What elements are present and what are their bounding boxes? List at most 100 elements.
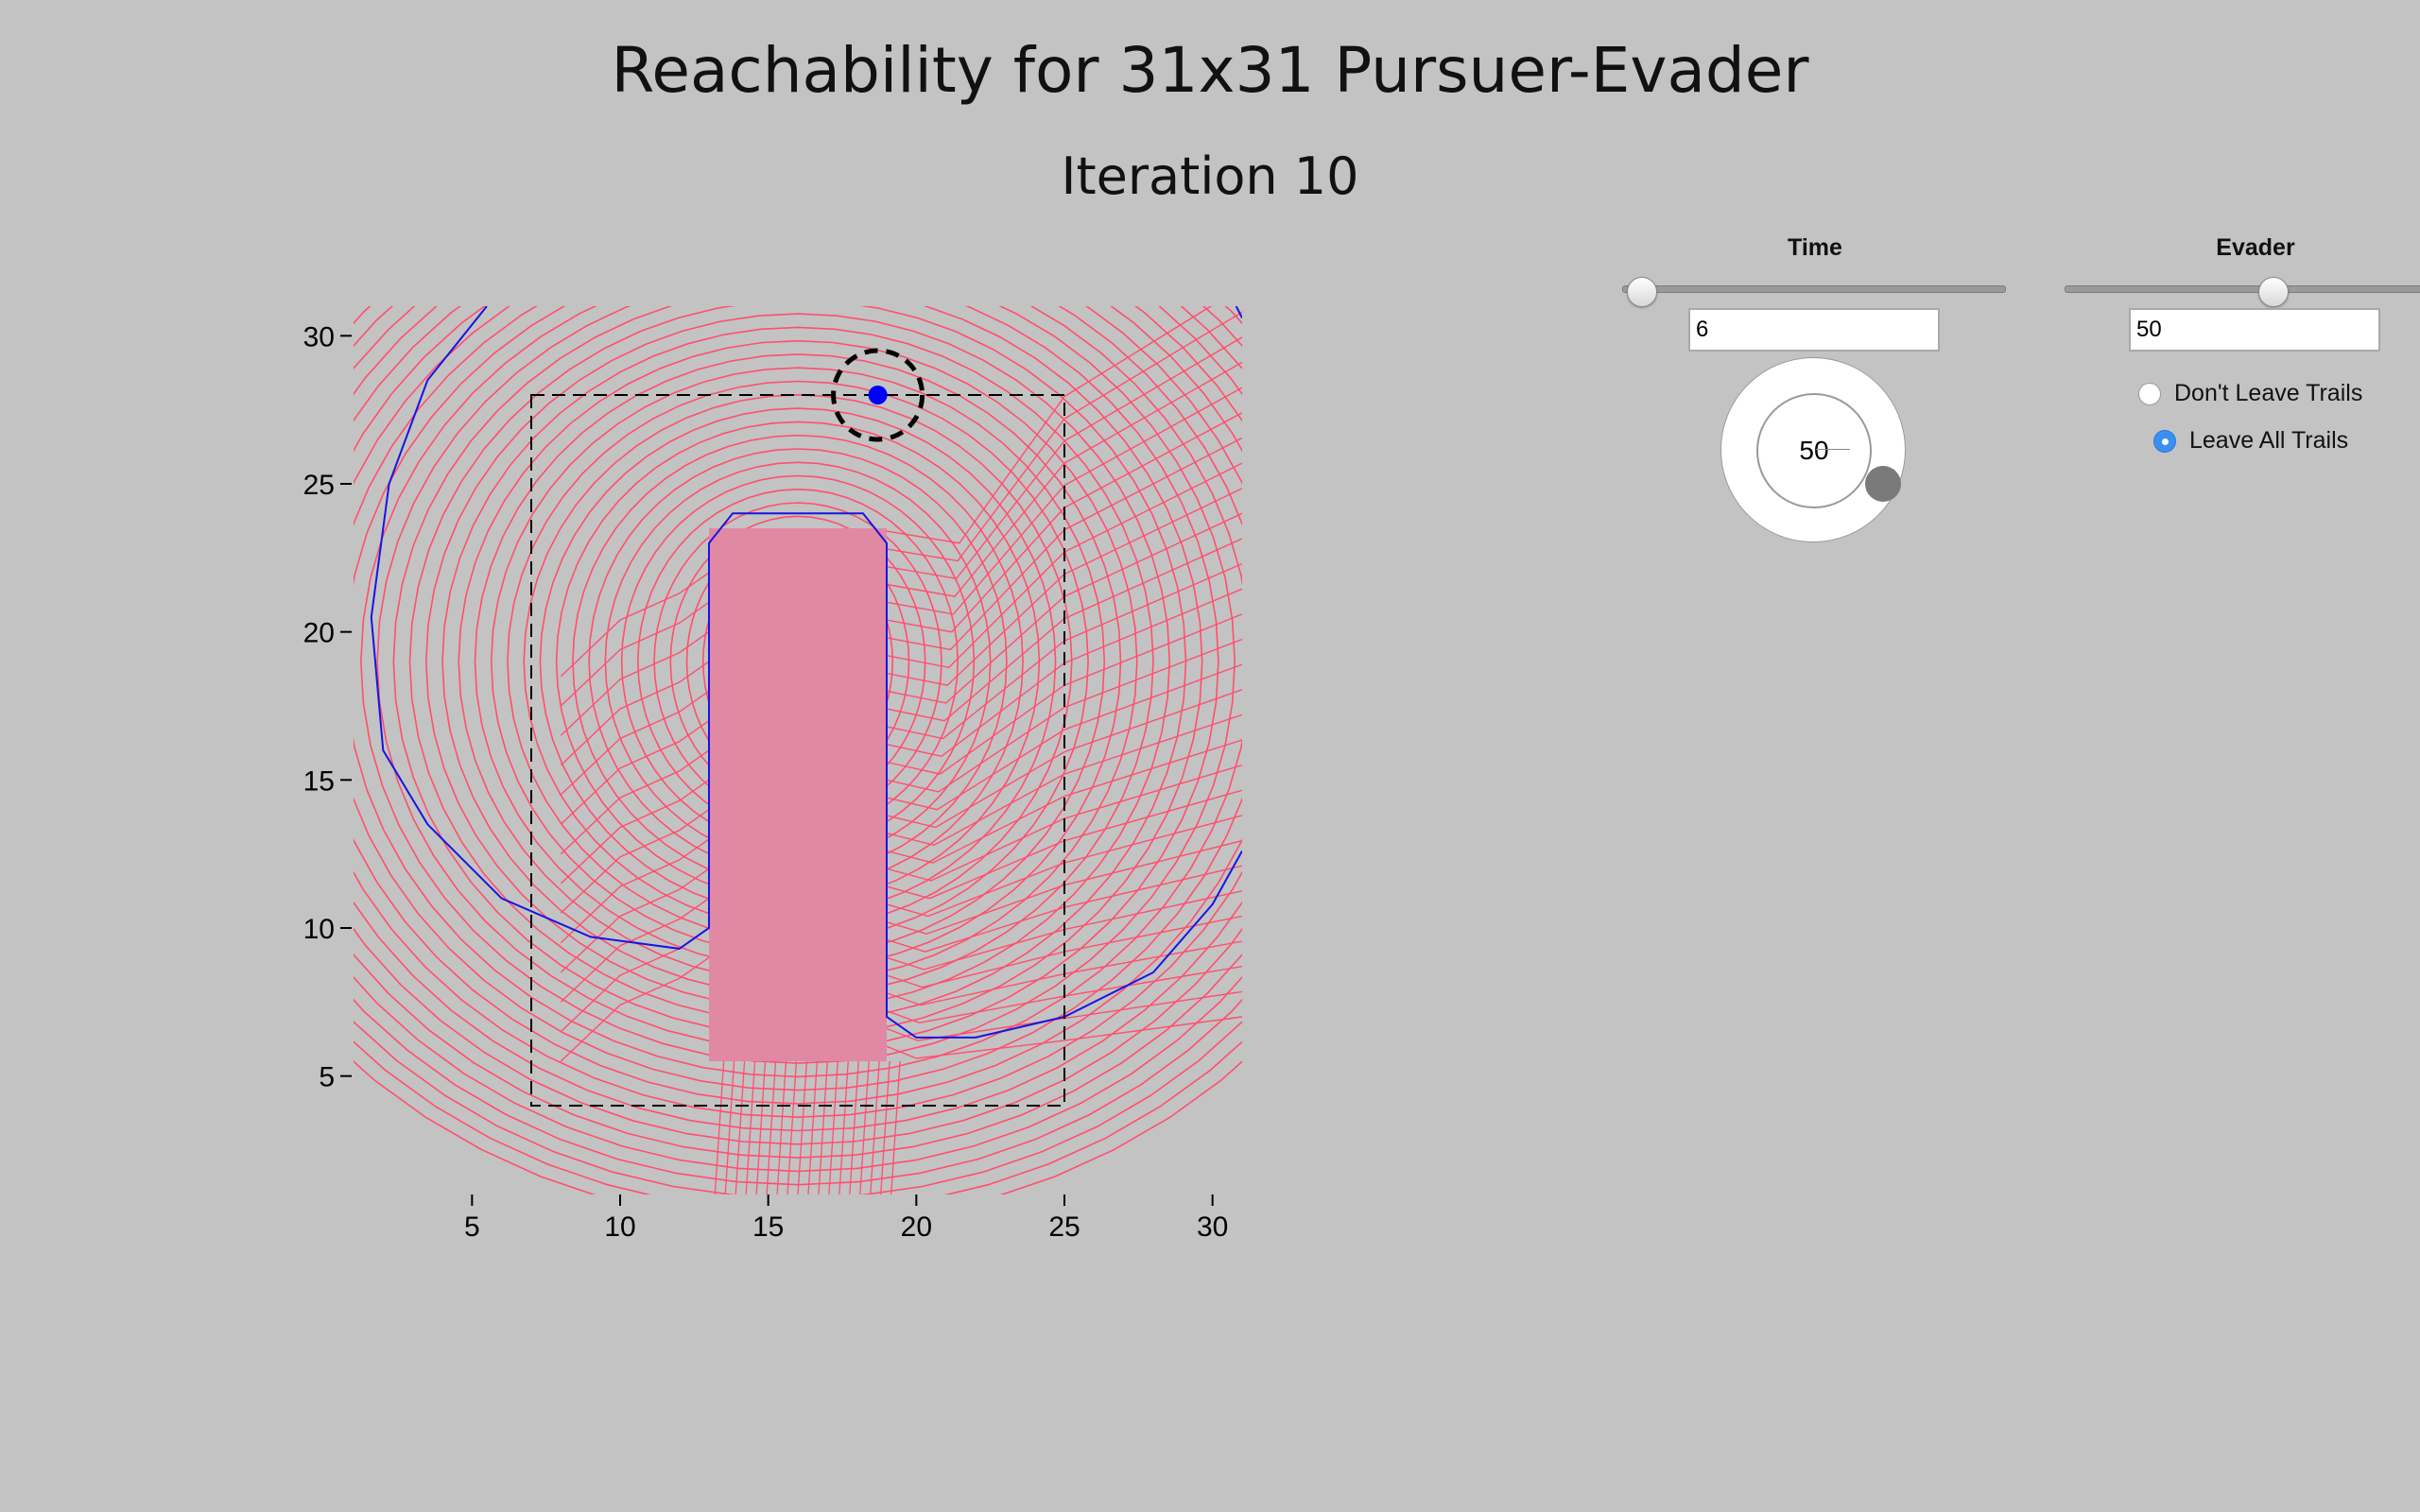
- reach-contour: [560, 809, 710, 914]
- x-tick-label: 30: [1197, 1211, 1228, 1243]
- reach-contour: [359, 306, 1236, 1064]
- reach-contour: [354, 306, 1242, 1132]
- knob-indicator: [1816, 449, 1850, 450]
- leave-all-trails-radio[interactable]: [2153, 429, 2176, 453]
- capture-radius: [831, 348, 925, 442]
- reach-contour: [560, 956, 710, 1062]
- reach-contour: [735, 1060, 746, 1194]
- reach-contour: [560, 720, 710, 825]
- reach-contour: [786, 1060, 798, 1194]
- iteration-label: Iteration 10: [1061, 146, 1359, 206]
- x-tick-label: 20: [901, 1211, 932, 1243]
- reach-contour: [555, 421, 1041, 902]
- page-title: Reachability for 31x31 Pursuer-Evader: [611, 34, 1809, 107]
- reach-contour: [766, 1060, 777, 1194]
- y-tick-label: 15: [303, 765, 335, 797]
- reach-contour: [886, 613, 1242, 775]
- reach-contour: [441, 326, 1154, 997]
- evader-input[interactable]: [2129, 308, 2380, 352]
- reach-contour: [560, 601, 710, 707]
- x-tick-label: 5: [464, 1211, 480, 1243]
- reach-contour: [886, 462, 1242, 669]
- reach-contour: [886, 638, 1242, 793]
- reach-contour: [886, 765, 1242, 882]
- reach-contour: [724, 1060, 735, 1194]
- reach-contour: [886, 588, 1242, 758]
- reach-contour: [560, 838, 710, 944]
- reach-contour: [560, 868, 710, 973]
- time-label: Time: [1788, 234, 1842, 261]
- reach-contour: [886, 890, 1242, 971]
- dont-leave-trails-option[interactable]: Don't Leave Trails: [2138, 380, 2362, 407]
- reach-contour: [818, 1060, 828, 1194]
- reach-contour: [859, 1060, 870, 1194]
- x-tick-label: 15: [752, 1211, 784, 1243]
- reach-contour: [886, 336, 1242, 580]
- evader-label: Evader: [2216, 234, 2295, 261]
- reach-contour: [849, 1060, 859, 1194]
- reach-contour: [560, 779, 710, 885]
- reach-contour: [755, 1060, 767, 1194]
- reachability-plot: 5 10 15 20 25 30 5 10 15 20 25 30: [303, 306, 1242, 1243]
- reach-contour: [354, 1060, 1242, 1194]
- reach-contour: [776, 1060, 787, 1194]
- reach-contour: [560, 661, 710, 766]
- reach-contour: [886, 1016, 1242, 1059]
- reach-contour: [886, 689, 1242, 829]
- boundary-curve: [1235, 306, 1242, 318]
- target-region: [530, 394, 1065, 1107]
- reach-contour: [376, 306, 1219, 1051]
- reach-contour: [886, 562, 1242, 740]
- reach-contour: [886, 361, 1242, 597]
- dont-leave-trails-radio[interactable]: [2138, 382, 2161, 405]
- reach-contour: [507, 380, 1089, 943]
- reach-contour: [424, 313, 1170, 1010]
- y-tick-label: 25: [303, 470, 335, 501]
- reach-contour: [714, 1060, 725, 1194]
- reach-contour: [886, 839, 1242, 936]
- y-tick-label: 5: [319, 1062, 335, 1093]
- reach-contour: [354, 1040, 1242, 1194]
- reach-contour: [880, 1060, 890, 1194]
- reach-contour: [539, 407, 1057, 916]
- y-tick-label: 20: [303, 618, 335, 649]
- reach-contour: [890, 1060, 901, 1194]
- reach-contour: [354, 306, 1242, 1119]
- reach-contour: [886, 538, 1242, 722]
- reach-contour: [886, 437, 1242, 651]
- reach-contour: [886, 663, 1242, 811]
- reach-contour: [560, 898, 710, 1003]
- boundary-curves: [370, 306, 1242, 1039]
- reach-contour: [886, 915, 1242, 988]
- reach-contour: [886, 713, 1242, 847]
- evader-slider-track[interactable]: [2065, 285, 2420, 293]
- reach-contour: [560, 631, 710, 736]
- reach-contour: [354, 306, 1242, 1091]
- time-knob[interactable]: 50: [1720, 357, 1906, 542]
- reach-contour: [458, 339, 1138, 984]
- reach-contours: [354, 306, 1242, 1194]
- time-input[interactable]: [1688, 308, 1940, 352]
- pursuer-point[interactable]: [868, 386, 888, 404]
- reach-contour: [354, 306, 1242, 1173]
- time-slider-track[interactable]: [1622, 285, 2006, 293]
- reach-contour: [886, 306, 1213, 544]
- axes: 5 10 15 20 25 30 5 10 15 20 25 30: [303, 321, 1229, 1243]
- reach-contour: [886, 311, 1242, 562]
- obstacle-region: [709, 528, 887, 1061]
- evader-slider-thumb[interactable]: [2258, 277, 2290, 307]
- y-tick-label: 10: [303, 914, 335, 945]
- reach-contour: [354, 306, 1242, 1186]
- boundary-curve: [370, 306, 1242, 1039]
- reach-contour: [604, 461, 992, 862]
- reach-contour: [745, 1060, 756, 1194]
- reach-contour: [886, 739, 1242, 864]
- reach-contour: [886, 512, 1242, 704]
- time-slider-thumb[interactable]: [1627, 277, 1658, 307]
- reach-contour: [408, 306, 1187, 1024]
- reach-contour: [490, 367, 1106, 956]
- leave-all-trails-option[interactable]: Leave All Trails: [2153, 427, 2348, 455]
- reach-contour: [838, 1060, 849, 1194]
- knob-handle[interactable]: [1865, 466, 1901, 502]
- reach-contour: [354, 306, 1242, 1105]
